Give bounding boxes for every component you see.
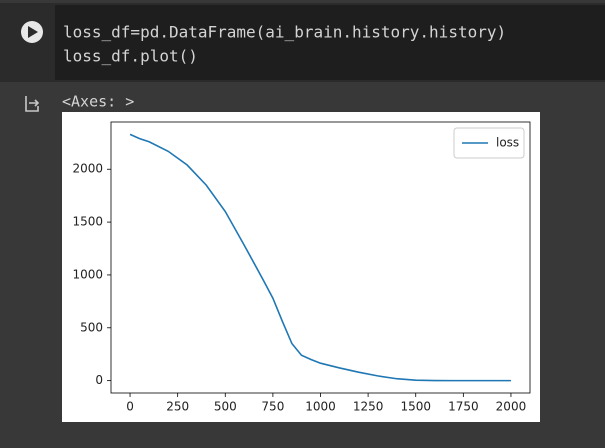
legend-label: loss	[496, 136, 519, 150]
line-series	[129, 133, 511, 382]
x-tick-label: 0	[126, 400, 134, 414]
y-tick-label: 500	[80, 320, 103, 334]
y-tick-label: 1000	[72, 267, 103, 281]
y-tick-label: 0	[95, 373, 103, 387]
x-tick-label: 1500	[400, 400, 431, 414]
x-tick-label: 1750	[448, 400, 479, 414]
plot-image	[62, 112, 540, 422]
x-tick-label: 750	[261, 400, 284, 414]
code-line: loss_df=pd.DataFrame(ai_brain.history.hi…	[63, 23, 506, 42]
x-tick-label: 1000	[305, 400, 336, 414]
run-button[interactable]	[21, 21, 43, 43]
x-tick-label: 250	[166, 400, 189, 414]
output-arrow[interactable]	[29, 99, 40, 107]
y-tick-label: 2000	[72, 162, 103, 176]
x-tick-label: 2000	[496, 400, 527, 414]
x-tick-label: 1250	[353, 400, 384, 414]
x-tick-label: 500	[214, 400, 237, 414]
legend-box	[453, 127, 525, 159]
code-editor	[55, 5, 605, 80]
y-tick-label: 1500	[72, 215, 103, 229]
output-icon[interactable]	[25, 96, 40, 112]
code-line: loss_df.plot()	[63, 47, 198, 66]
run-triangle[interactable]	[28, 26, 38, 38]
output-text: <Axes: >	[62, 93, 134, 111]
output-box[interactable]	[25, 96, 39, 112]
